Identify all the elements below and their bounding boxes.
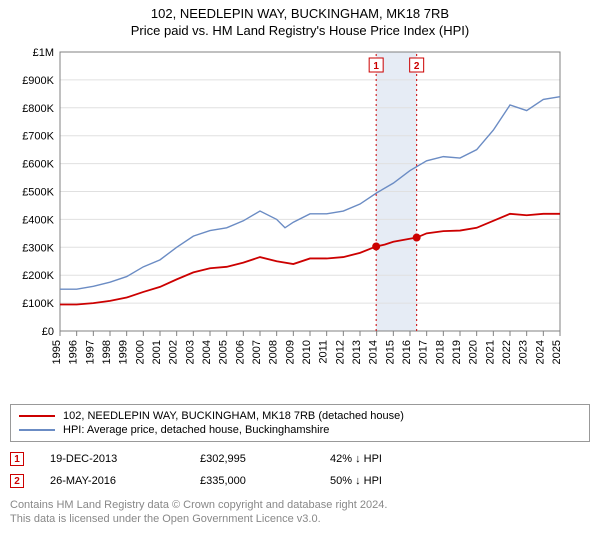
svg-text:£800K: £800K (22, 103, 54, 115)
svg-text:2005: 2005 (218, 340, 230, 364)
sale-price: £335,000 (200, 470, 330, 492)
legend-swatch (19, 426, 55, 434)
svg-text:2011: 2011 (318, 340, 330, 364)
legend-label: HPI: Average price, detached house, Buck… (63, 424, 329, 436)
svg-text:£0: £0 (42, 326, 54, 338)
sale-delta: 50% ↓ HPI (330, 470, 590, 492)
svg-text:2023: 2023 (518, 340, 530, 364)
svg-text:2000: 2000 (134, 340, 146, 364)
svg-text:2014: 2014 (368, 340, 380, 364)
svg-text:2022: 2022 (501, 340, 513, 364)
sale-date: 19-DEC-2013 (50, 448, 200, 470)
svg-text:2003: 2003 (184, 340, 196, 364)
attribution: Contains HM Land Registry data © Crown c… (10, 498, 590, 527)
attribution-line: Contains HM Land Registry data © Crown c… (10, 498, 590, 512)
legend-item: 102, NEEDLEPIN WAY, BUCKINGHAM, MK18 7RB… (19, 409, 581, 423)
sale-delta: 42% ↓ HPI (330, 448, 590, 470)
chart-svg: £0 £100K £200K £300K £400K £500K £600K £700K £80… (10, 46, 570, 391)
svg-text:1997: 1997 (84, 340, 96, 364)
svg-text:2001: 2001 (151, 340, 163, 364)
svg-text:2012: 2012 (334, 340, 346, 364)
legend-label: 102, NEEDLEPIN WAY, BUCKINGHAM, MK18 7RB… (63, 410, 404, 422)
svg-text:£400K: £400K (22, 214, 54, 226)
legend: 102, NEEDLEPIN WAY, BUCKINGHAM, MK18 7RB… (10, 404, 590, 442)
svg-text:£1M: £1M (33, 47, 54, 59)
chart-title: 102, NEEDLEPIN WAY, BUCKINGHAM, MK18 7RB (10, 6, 590, 21)
svg-text:2018: 2018 (434, 340, 446, 364)
svg-text:£500K: £500K (22, 187, 54, 199)
legend-item: HPI: Average price, detached house, Buck… (19, 423, 581, 437)
sale-date: 26-MAY-2016 (50, 470, 200, 492)
svg-text:2006: 2006 (234, 340, 246, 364)
svg-text:2024: 2024 (534, 340, 546, 364)
svg-text:2007: 2007 (251, 340, 263, 364)
sale-price: £302,995 (200, 448, 330, 470)
svg-text:£200K: £200K (22, 270, 54, 282)
svg-text:2015: 2015 (384, 340, 396, 364)
svg-text:£600K: £600K (22, 159, 54, 171)
svg-text:2009: 2009 (284, 340, 296, 364)
line-chart: £0 £100K £200K £300K £400K £500K £600K £700K £80… (10, 46, 590, 396)
svg-text:2025: 2025 (551, 340, 563, 364)
legend-swatch (19, 412, 55, 420)
svg-text:2008: 2008 (268, 340, 280, 364)
sales-table: 1 19-DEC-2013£302,99542% ↓ HPI 2 26-MAY-201… (10, 448, 590, 492)
svg-text:2016: 2016 (401, 340, 413, 364)
svg-text:2020: 2020 (468, 340, 480, 364)
svg-text:£300K: £300K (22, 242, 54, 254)
svg-text:2004: 2004 (201, 340, 213, 364)
svg-text:1: 1 (373, 61, 379, 72)
svg-text:2017: 2017 (418, 340, 430, 364)
sale-marker-icon: 1 (10, 452, 24, 466)
sale-marker-icon: 2 (10, 474, 24, 488)
svg-text:1998: 1998 (101, 340, 113, 364)
svg-text:2013: 2013 (351, 340, 363, 364)
svg-text:2021: 2021 (484, 340, 496, 364)
svg-text:2010: 2010 (301, 340, 313, 364)
chart-subtitle: Price paid vs. HM Land Registry's House … (10, 23, 590, 38)
svg-text:2: 2 (414, 61, 420, 72)
svg-text:1996: 1996 (68, 340, 80, 364)
svg-text:£700K: £700K (22, 131, 54, 143)
svg-text:2019: 2019 (451, 340, 463, 364)
svg-text:£100K: £100K (22, 298, 54, 310)
svg-text:2002: 2002 (168, 340, 180, 364)
svg-text:1995: 1995 (51, 340, 63, 364)
svg-text:1999: 1999 (118, 340, 130, 364)
table-row: 2 26-MAY-2016£335,00050% ↓ HPI (10, 470, 590, 492)
svg-text:£900K: £900K (22, 75, 54, 87)
attribution-line: This data is licensed under the Open Gov… (10, 512, 590, 526)
table-row: 1 19-DEC-2013£302,99542% ↓ HPI (10, 448, 590, 470)
